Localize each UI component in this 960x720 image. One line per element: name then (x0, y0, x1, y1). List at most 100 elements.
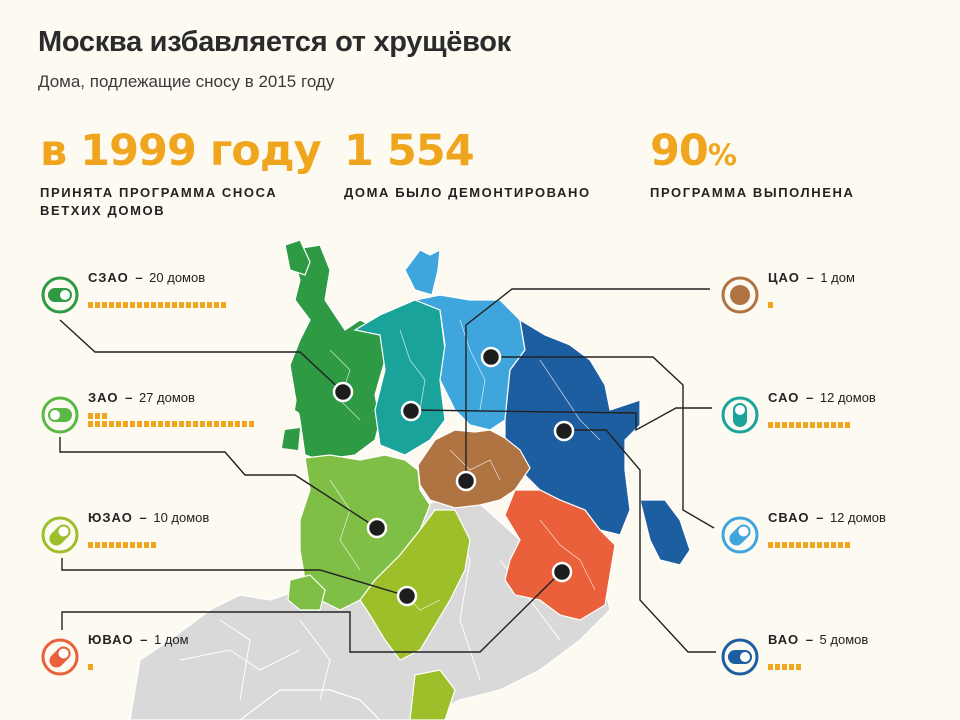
stat-percent-value: 90% (650, 126, 737, 176)
district-dash: – (802, 270, 818, 285)
count-square (179, 302, 184, 308)
map-region-szao-north (284, 239, 311, 276)
count-square (768, 664, 773, 670)
count-square (768, 422, 773, 428)
stat-year-label-line1: ПРИНЯТА ПРОГРАММА СНОСА (40, 185, 278, 200)
marker-vao (553, 420, 575, 442)
district-toggle-icon (40, 395, 80, 435)
district-count-text: 1 дом (820, 270, 855, 285)
count-square (838, 422, 843, 428)
district-count-text: 1 дом (153, 632, 189, 647)
map-region-zelenograd-2 (282, 428, 300, 450)
count-square (165, 302, 170, 308)
map-internal-boundaries (329, 319, 601, 611)
count-square (207, 302, 212, 308)
marker-yuvao (551, 561, 573, 583)
count-square (144, 302, 149, 308)
district-dash: – (135, 510, 151, 525)
marker-yuzao (396, 585, 418, 607)
count-square (775, 422, 780, 428)
stat-demolished-label-line1: ДОМА БЫЛО ДЕМОНТИРОВАНО (344, 185, 591, 200)
count-square (824, 542, 829, 548)
stat-year: в 1999 году ПРИНЯТА ПРОГРАММА СНОСА ВЕТХ… (40, 126, 322, 220)
count-square (102, 413, 107, 419)
count-square (102, 421, 107, 427)
connector-zao (59, 437, 378, 529)
count-square (810, 422, 815, 428)
district-label: ЮЗАО – 10 домов (88, 510, 209, 525)
connector-vao (565, 429, 716, 653)
district-label: ВАО – 5 домов (768, 632, 868, 647)
count-square (789, 664, 794, 670)
count-square (782, 542, 787, 548)
count-square (151, 421, 156, 427)
page-subtitle: Дома, подлежащие сносу в 2015 году (38, 72, 335, 91)
stat-percent: 90% ПРОГРАММА ВЫПОЛНЕНА (650, 126, 855, 202)
district-count-bars (768, 542, 936, 548)
map-region-yuzao-south (409, 669, 456, 720)
district-count-bars (768, 664, 936, 670)
stat-demolished-value: 1 554 (344, 126, 475, 176)
count-square (172, 302, 177, 308)
count-square (186, 302, 191, 308)
connector-sao (411, 407, 712, 432)
district-name: ЮЗАО (88, 510, 133, 525)
district-dash: – (136, 632, 151, 647)
district-dash: – (121, 390, 136, 405)
count-square (831, 422, 836, 428)
count-square (109, 542, 114, 548)
count-square (102, 302, 107, 308)
page-title: Москва избавляется от хрущёвок (38, 26, 511, 58)
count-square (214, 302, 219, 308)
count-square (228, 421, 233, 427)
connector-lines (59, 288, 716, 653)
district-name: ЮВАО (88, 632, 134, 647)
count-square (782, 664, 787, 670)
count-square (158, 302, 163, 308)
district-count-bars (88, 413, 256, 427)
count-square (137, 302, 142, 308)
district-label: ЮВАО – 1 дом (88, 632, 189, 647)
count-square (158, 421, 163, 427)
count-square (789, 422, 794, 428)
count-square (242, 421, 247, 427)
map-region-yuvao (504, 489, 616, 621)
marker-sao (400, 400, 422, 422)
district-label: САО – 12 домов (768, 390, 876, 405)
count-square (831, 542, 836, 548)
map-region-svao-north (404, 248, 441, 296)
district-count-text: 12 домов (819, 390, 876, 405)
district-name: ЗАО (88, 390, 119, 405)
count-square (88, 664, 93, 670)
stat-percent-label: ПРОГРАММА ВЫПОЛНЕНА (650, 184, 855, 202)
map-region-vao-east (639, 499, 691, 566)
marker-zao (366, 517, 388, 539)
district-name: ВАО (768, 632, 800, 647)
district-toggle-icon (40, 275, 80, 315)
count-square (768, 302, 773, 308)
count-square (810, 542, 815, 548)
district-name: СЗАО (88, 270, 129, 285)
count-square (200, 421, 205, 427)
count-square (123, 302, 128, 308)
count-square (109, 421, 114, 427)
map-markers (332, 346, 575, 607)
district-count-text: 20 домов (149, 270, 206, 285)
count-square (130, 302, 135, 308)
count-square (796, 422, 801, 428)
count-square (179, 421, 184, 427)
district-dash: – (812, 510, 827, 525)
count-square (775, 542, 780, 548)
marker-svao (480, 346, 502, 368)
district-name: САО (768, 390, 800, 405)
district-toggle-icon (720, 637, 760, 677)
count-square (235, 421, 240, 427)
count-square (796, 664, 801, 670)
count-square (123, 421, 128, 427)
count-square (775, 664, 780, 670)
stat-demolished: 1 554 ДОМА БЫЛО ДЕМОНТИРОВАНО (344, 126, 591, 202)
district-dash: – (131, 270, 147, 285)
count-square (803, 422, 808, 428)
count-square (88, 302, 93, 308)
